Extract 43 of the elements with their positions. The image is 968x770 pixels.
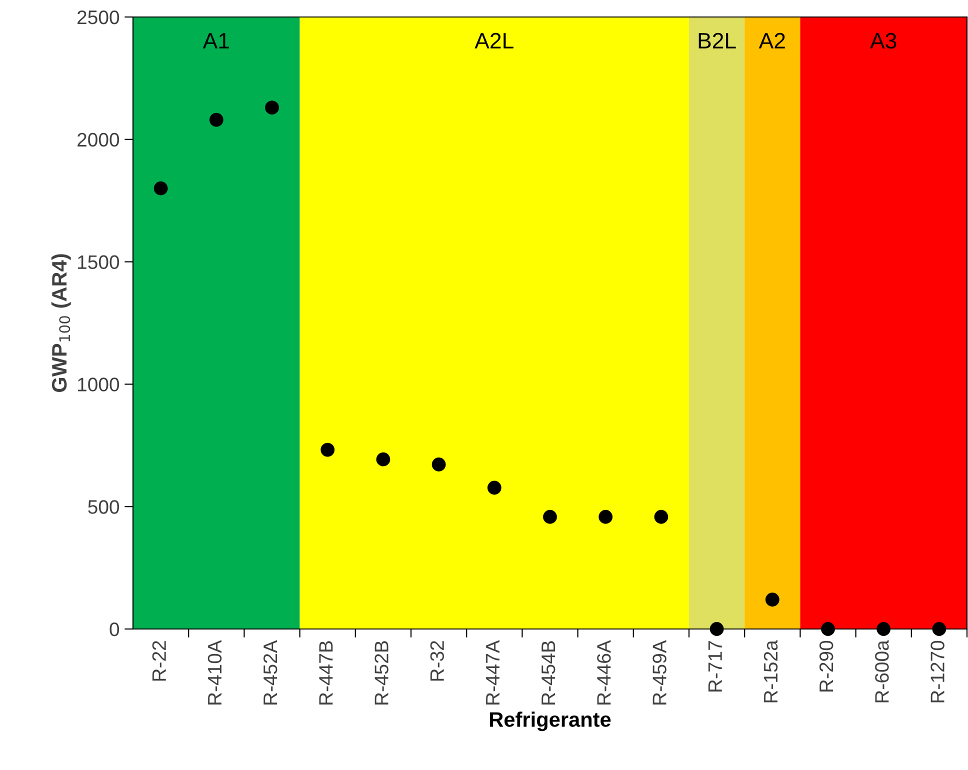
point: [376, 452, 390, 466]
point: [654, 510, 668, 524]
band-label: B2L: [698, 32, 736, 48]
x-tick-label: R-452B: [374, 641, 388, 704]
x-axis-title: Refrigerante: [490, 712, 611, 732]
y-tick-label: 0: [110, 622, 120, 636]
point: [598, 510, 613, 524]
x-tick-label: R-1270: [930, 640, 944, 702]
x-tick-label: R-600a: [875, 640, 889, 702]
x-tick-label: R-447A: [486, 640, 500, 704]
point: [432, 458, 446, 472]
point: [487, 480, 502, 495]
x-tick-label: R-22: [152, 641, 166, 681]
point: [265, 100, 279, 115]
point: [710, 622, 724, 636]
y-tick-label: 500: [88, 500, 120, 514]
y-tick-label: 2000: [78, 132, 120, 147]
x-tick-label: R-446A: [597, 640, 611, 704]
point: [154, 181, 168, 196]
y-tick-label: 1500: [78, 255, 120, 270]
band-label: A1: [202, 33, 229, 48]
x-tick-label: R-410A: [208, 640, 222, 704]
point: [876, 622, 891, 636]
x-tick-label: R-152a: [764, 640, 778, 702]
x-tick-label: R-447B: [319, 641, 333, 704]
point: [209, 112, 224, 127]
point: [320, 442, 335, 457]
point: [765, 592, 780, 607]
x-tick-label: R-32: [430, 641, 444, 681]
y-tick-label: 1000: [78, 378, 120, 392]
band-label: A2: [758, 32, 785, 48]
x-tick-label: R-452A: [263, 640, 278, 704]
band-label: A3: [870, 32, 896, 49]
y-axis-title: GWP$_{100}$ (AR4): [51, 254, 71, 392]
x-tick-label: R-454B: [542, 641, 556, 704]
x-tick-label: R-290: [819, 640, 834, 692]
point: [543, 510, 557, 524]
band-label: A2L: [474, 32, 514, 48]
point: [932, 622, 946, 636]
x-tick-label: R-717: [708, 641, 722, 692]
x-tick-label: R-459A: [652, 640, 666, 704]
point: [821, 622, 835, 636]
y-tick-label: 2500: [78, 10, 120, 24]
